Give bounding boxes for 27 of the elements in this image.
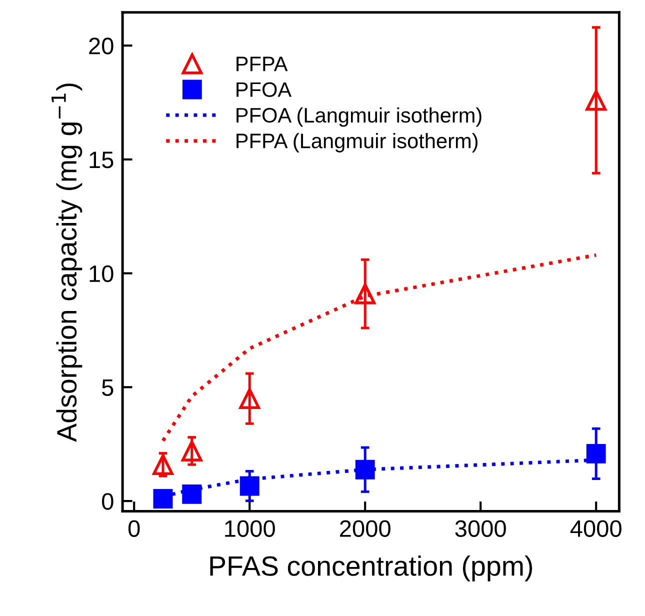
y-axis-title: Adsorption capacity (mg g$^{−1}$) <box>52 84 82 442</box>
y-tick-label: 0 <box>102 493 114 510</box>
point <box>586 444 606 464</box>
legend-label: PFPA (Langmuir isotherm) <box>236 133 478 152</box>
x-axis-title: PFAS concentration (ppm) <box>210 556 532 582</box>
y-tick-label: 20 <box>89 38 114 54</box>
legend-label: PFPA <box>236 56 288 72</box>
point <box>239 388 260 409</box>
legend-label: PFOA (Langmuir isotherm) <box>236 107 482 127</box>
x-tick-label: 1000 <box>225 520 275 537</box>
y-tick-label: 15 <box>90 152 114 168</box>
y-tick-label: 5 <box>102 379 114 396</box>
point <box>182 484 202 504</box>
x-tick-label: 0 <box>128 520 140 537</box>
line-series <box>161 253 598 442</box>
point <box>240 476 260 496</box>
point <box>586 90 607 111</box>
point <box>181 440 202 462</box>
point <box>355 460 375 480</box>
point <box>354 283 376 304</box>
point <box>152 454 174 476</box>
y-tick-label: 10 <box>90 265 114 282</box>
legend-label: PFOA <box>236 82 292 97</box>
x-tick-label: 4000 <box>570 520 622 537</box>
point <box>153 489 173 508</box>
x-tick-label: 2000 <box>340 520 390 537</box>
x-tick-label: 3000 <box>455 520 506 537</box>
